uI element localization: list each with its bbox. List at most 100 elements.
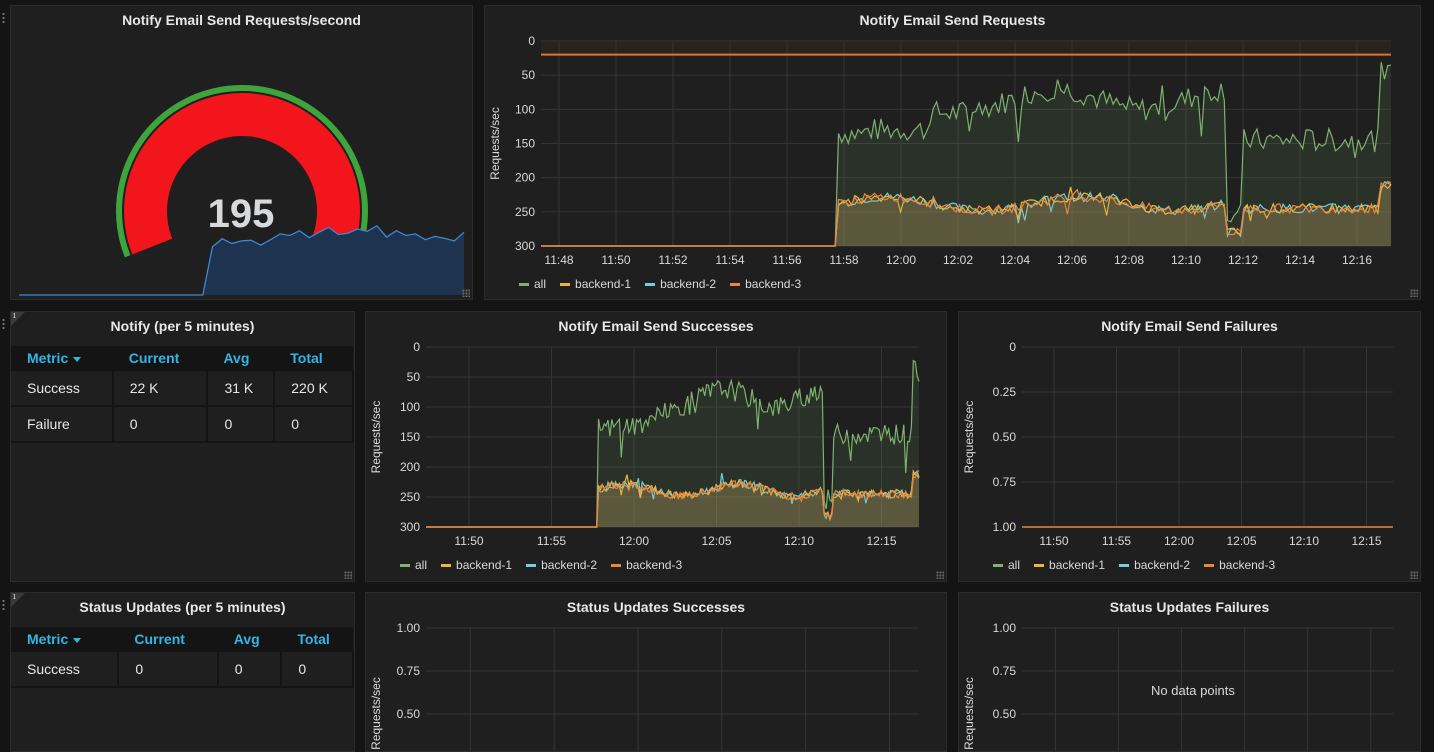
column-header-current[interactable]: Current	[118, 627, 218, 652]
y-tick-label: 200	[400, 460, 420, 474]
panel-title: Status Updates (per 5 minutes)	[79, 599, 286, 615]
y-tick-label: 300	[515, 239, 535, 253]
gauge-panel[interactable]: Notify Email Send Requests/second 195	[10, 5, 473, 300]
y-tick-label: 0	[528, 34, 535, 48]
legend-swatch	[1119, 563, 1130, 567]
resize-handle[interactable]	[462, 289, 470, 297]
x-tick-label: 12:10	[1171, 253, 1201, 267]
y-tick-label: 150	[400, 430, 420, 444]
legend-item[interactable]: all	[993, 558, 1020, 572]
info-icon[interactable]: i	[13, 311, 16, 321]
y-tick-label: 150	[515, 137, 535, 151]
table-cell: 22 K	[112, 370, 209, 407]
sparkline-line	[19, 224, 465, 296]
legend-item[interactable]: backend-1	[560, 277, 631, 291]
legend-swatch	[730, 282, 741, 286]
legend-item[interactable]: backend-3	[730, 277, 801, 291]
graph-legend: all backend-1 backend-2 backend-3	[400, 558, 682, 572]
legend-item[interactable]: all	[400, 558, 427, 572]
y-axis-label: Requests/sec	[369, 401, 383, 474]
status-successes-panel[interactable]: Status Updates Successes Requests/sec 1.0…	[365, 592, 947, 752]
backend-3-series-line	[541, 180, 1392, 247]
legend-label: backend-2	[1134, 558, 1191, 572]
column-header-avg[interactable]: Avg	[217, 627, 282, 652]
notify-table-panel[interactable]: i Notify (per 5 minutes) Metric Current …	[10, 311, 355, 582]
row-drag-handle[interactable]	[2, 12, 5, 24]
x-tick-label: 11:52	[658, 253, 687, 267]
column-header-metric[interactable]: Metric	[11, 627, 119, 652]
x-tick-label: 11:58	[829, 253, 858, 267]
column-header-current[interactable]: Current	[112, 346, 208, 371]
panel-title: Status Updates Successes	[566, 599, 746, 615]
x-tick-label: 12:10	[784, 534, 814, 548]
y-tick-label: 1.00	[993, 621, 1017, 635]
y-axis-label: Requests/sec	[488, 107, 502, 180]
y-tick-label: 50	[522, 68, 536, 82]
resize-handle[interactable]	[344, 571, 352, 579]
legend-label: backend-3	[745, 277, 802, 291]
table-cell: Failure	[11, 406, 114, 443]
requests-panel[interactable]: Notify Email Send Requests 0 50 100 150 200 2…	[484, 5, 1421, 300]
x-tick-label: 12:08	[1114, 253, 1144, 267]
x-tick-label: 12:00	[886, 253, 916, 267]
y-tick-label: 0.75	[993, 664, 1017, 678]
legend-item[interactable]: backend-3	[1204, 558, 1275, 572]
info-corner[interactable]	[11, 593, 25, 607]
legend-label: backend-2	[660, 277, 717, 291]
x-tick-label: 12:16	[1342, 253, 1372, 267]
x-tick-label: 12:05	[701, 534, 731, 548]
status-table-panel[interactable]: i Status Updates (per 5 minutes) Metric …	[10, 592, 355, 752]
x-tick-label: 12:15	[866, 534, 896, 548]
x-tick-label: 12:06	[1057, 253, 1087, 267]
legend-item[interactable]: backend-3	[611, 558, 682, 572]
failures-panel[interactable]: Notify Email Send Failures 0 0.25 0.50 0.75…	[958, 311, 1421, 582]
legend-item[interactable]: backend-1	[1034, 558, 1105, 572]
table-cell: 31 K	[207, 370, 276, 407]
y-axis-label: Requests/sec	[962, 677, 976, 750]
info-corner[interactable]	[11, 312, 25, 326]
backend-1-series-area	[426, 471, 919, 527]
status-failures-panel[interactable]: Status Updates Failures Requests/sec 1.00…	[958, 592, 1421, 752]
legend-label: backend-3	[1219, 558, 1276, 572]
column-header-total[interactable]: Total	[274, 346, 353, 371]
legend-item[interactable]: backend-1	[441, 558, 512, 572]
successes-panel[interactable]: Notify Email Send Successes 0 50 100 150 200…	[365, 311, 947, 582]
y-tick-label: 1.00	[993, 520, 1017, 534]
x-tick-label: 11:50	[454, 534, 483, 548]
legend-label: backend-1	[456, 558, 513, 572]
backend-1-series-area	[541, 184, 1391, 246]
x-tick-label: 11:50	[1039, 534, 1068, 548]
y-tick-label: 0.50	[993, 430, 1017, 444]
x-tick-label: 12:00	[1164, 534, 1194, 548]
panel-title: Notify Email Send Failures	[1101, 318, 1278, 334]
legend-label: backend-1	[1049, 558, 1106, 572]
row-drag-handle[interactable]	[2, 599, 5, 611]
resize-handle[interactable]	[936, 571, 944, 579]
backend-3-series-area	[541, 181, 1391, 246]
panel-title: Notify Email Send Successes	[558, 318, 754, 334]
legend-item[interactable]: backend-2	[1119, 558, 1190, 572]
metric-table: Metric Current Avg Total Success 0 0 0	[11, 627, 354, 688]
column-header-avg[interactable]: Avg	[207, 346, 275, 371]
x-tick-label: 12:04	[1000, 253, 1030, 267]
legend-item[interactable]: backend-2	[526, 558, 597, 572]
y-tick-label: 100	[515, 102, 535, 116]
info-icon[interactable]: i	[13, 592, 16, 602]
resize-handle[interactable]	[1410, 289, 1418, 297]
table-cell: 0	[112, 406, 209, 443]
successes-graph: 0 50 100 150 200 250 300 11:50 11:55 12:00 12:05 12…	[369, 340, 920, 548]
x-tick-label: 11:56	[772, 253, 801, 267]
gauge-value: 195	[207, 192, 275, 236]
row-drag-handle[interactable]	[2, 318, 5, 330]
legend-item[interactable]: backend-2	[645, 277, 716, 291]
y-axis-label: Requests/sec	[962, 401, 976, 474]
column-header-metric[interactable]: Metric	[11, 346, 113, 371]
legend-label: all	[1008, 558, 1021, 572]
legend-item[interactable]: all	[519, 277, 546, 291]
y-tick-label: 50	[407, 370, 421, 384]
y-tick-label: 0	[413, 340, 420, 354]
column-header-total[interactable]: Total	[281, 627, 353, 652]
table-cell: 0	[118, 651, 219, 688]
table-cell: Success	[11, 651, 120, 688]
resize-handle[interactable]	[1410, 571, 1418, 579]
